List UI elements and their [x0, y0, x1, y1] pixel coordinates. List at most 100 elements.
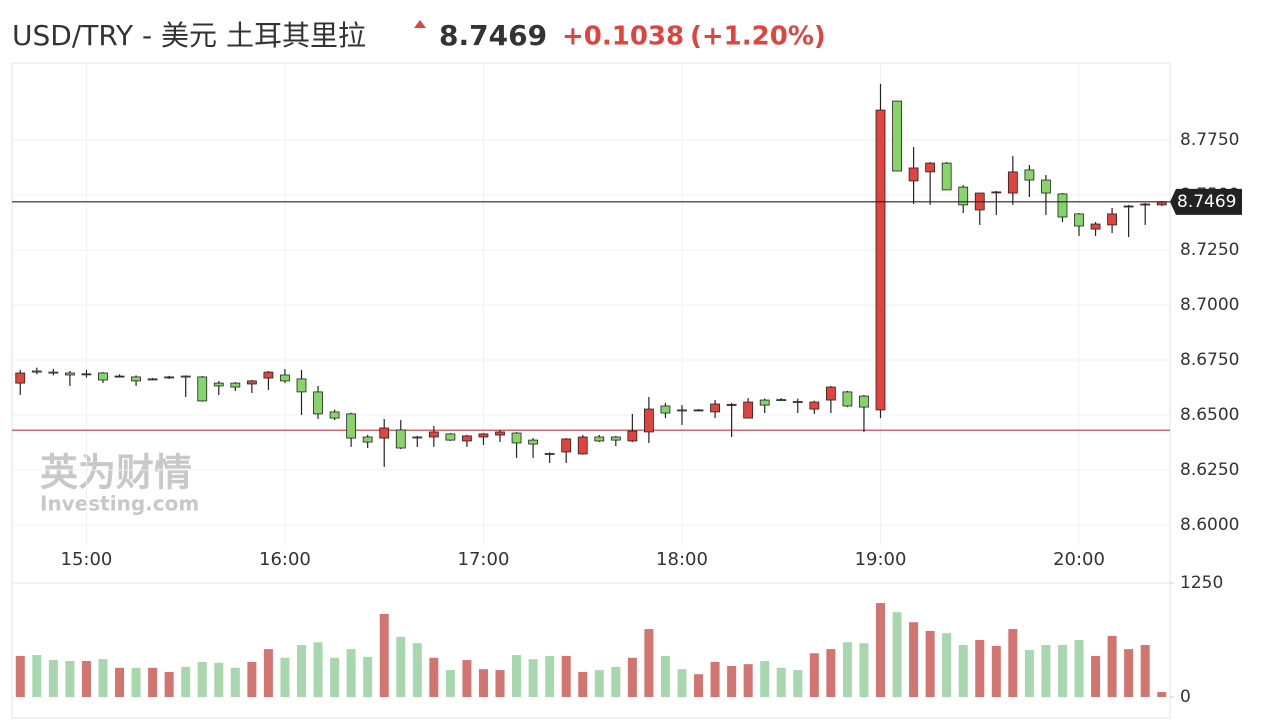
- y-tick-label: 8.6750: [1180, 350, 1239, 370]
- volume-bar: [826, 649, 836, 697]
- candle-body: [147, 378, 158, 381]
- candle-body: [792, 401, 803, 403]
- volume-bar: [379, 614, 389, 697]
- volume-bar: [909, 622, 919, 697]
- candle-body: [875, 109, 886, 411]
- candle-body: [660, 405, 671, 414]
- volume-bar: [148, 667, 158, 697]
- candle-body: [627, 430, 638, 442]
- volume-bar: [727, 665, 737, 697]
- candle-body: [594, 436, 605, 442]
- volume-bar: [1008, 629, 1018, 697]
- volume-bar: [181, 666, 191, 697]
- price: 8.7469: [439, 19, 547, 52]
- volume-bar: [743, 664, 753, 697]
- volume-bar: [528, 659, 538, 697]
- volume-bar: [561, 655, 571, 697]
- volume-bar: [197, 661, 207, 697]
- volume-bar: [131, 667, 141, 697]
- candle-body: [941, 162, 952, 191]
- candle-body: [246, 380, 257, 385]
- candle-body: [15, 372, 26, 384]
- watermark-sub: Investing.com: [40, 492, 199, 516]
- volume-bar: [627, 657, 637, 697]
- volume-bar: [1124, 649, 1134, 697]
- candle-body: [65, 372, 75, 376]
- candle-body: [892, 100, 902, 172]
- candle-body: [362, 436, 373, 443]
- candle-body: [197, 376, 208, 402]
- x-tick-label: 17:00: [458, 549, 510, 570]
- candle-body: [296, 378, 307, 393]
- volume-bar: [876, 603, 885, 697]
- volume-bar: [412, 643, 422, 697]
- candle-body: [329, 411, 340, 419]
- candle-body: [644, 408, 654, 433]
- volume-bar: [545, 655, 555, 697]
- volume-bar: [578, 671, 588, 697]
- x-tick-label: 19:00: [855, 549, 907, 570]
- volume-bar: [1140, 645, 1150, 697]
- volume-bar: [594, 670, 604, 697]
- candle-body: [280, 374, 290, 382]
- volume-bar: [1107, 635, 1117, 697]
- candle-body: [462, 435, 472, 442]
- candle-body: [495, 431, 505, 436]
- y-tick-label: 8.7250: [1180, 240, 1239, 260]
- candle-body: [478, 433, 489, 438]
- volume-bar: [677, 669, 687, 697]
- volume-bar: [1091, 655, 1101, 697]
- volume-bar: [975, 640, 985, 697]
- volume-bar: [32, 655, 42, 697]
- candle-body: [958, 186, 969, 206]
- candle-body: [528, 439, 538, 445]
- volume-bar: [445, 670, 455, 697]
- candle-body: [693, 409, 704, 412]
- volume-bar: [15, 655, 25, 697]
- candle-body: [1090, 223, 1101, 230]
- candle-body: [1107, 213, 1117, 226]
- volume-bar: [280, 657, 290, 697]
- candle-body: [610, 436, 621, 441]
- volume-bar: [363, 656, 373, 697]
- candle-body: [908, 167, 919, 182]
- candle-body: [48, 371, 59, 374]
- change-pct: (+1.20%): [690, 22, 826, 52]
- y-tick-label: 8.7000: [1180, 295, 1239, 315]
- volume-bar: [396, 636, 406, 697]
- y-tick-label: 8.6250: [1180, 460, 1239, 480]
- candle-body: [98, 372, 108, 381]
- volume-bar: [776, 667, 786, 697]
- volume-bar: [710, 661, 720, 697]
- volume-bar: [330, 657, 340, 697]
- candle-body: [180, 375, 191, 378]
- candle-body: [81, 373, 92, 376]
- price-label-box: [1170, 188, 1242, 215]
- change: +0.1038: [562, 22, 684, 52]
- candle-body: [445, 433, 456, 441]
- y-tick-label: 8.6000: [1180, 515, 1239, 535]
- volume-bar: [512, 655, 522, 697]
- price-label: 8.7469: [1177, 192, 1236, 212]
- candle-body: [1140, 203, 1151, 206]
- watermark: 英为财情: [40, 451, 192, 495]
- candle-body: [1041, 179, 1051, 194]
- candle-body: [346, 413, 357, 439]
- candle-body: [859, 395, 869, 408]
- candle-body: [114, 375, 125, 378]
- volume-bar: [611, 666, 621, 697]
- volume-bar: [247, 661, 257, 697]
- candle-body: [561, 438, 572, 453]
- x-tick-label: 15:00: [61, 549, 113, 570]
- candle-body: [412, 436, 423, 439]
- candle-body: [710, 403, 720, 413]
- volume-bar: [793, 670, 803, 697]
- volume-bar: [644, 629, 654, 697]
- candle-body: [263, 371, 274, 379]
- volume-tick-label: 0: [1180, 687, 1191, 707]
- candle-body: [677, 409, 687, 412]
- x-tick-label: 20:00: [1053, 549, 1105, 570]
- candle-body: [577, 436, 588, 455]
- candle-body: [842, 391, 853, 407]
